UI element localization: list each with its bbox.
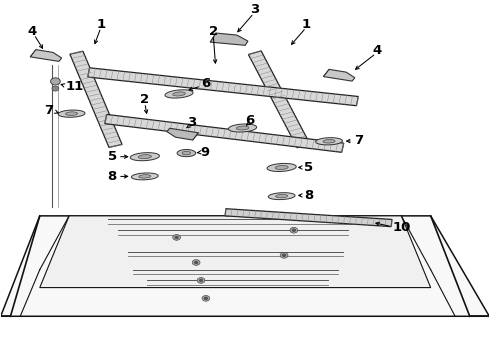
Polygon shape	[316, 138, 343, 145]
Circle shape	[290, 227, 298, 233]
Polygon shape	[0, 216, 490, 316]
Text: 9: 9	[200, 145, 210, 158]
Polygon shape	[210, 33, 248, 45]
Text: 4: 4	[28, 25, 37, 38]
Text: 3: 3	[187, 116, 196, 129]
Polygon shape	[105, 114, 344, 152]
Polygon shape	[30, 50, 62, 62]
Circle shape	[192, 260, 200, 265]
Polygon shape	[228, 124, 257, 132]
Text: 11: 11	[65, 80, 83, 93]
Polygon shape	[225, 209, 392, 226]
Text: 7: 7	[44, 104, 53, 117]
Polygon shape	[130, 153, 159, 161]
Circle shape	[283, 254, 286, 256]
Polygon shape	[267, 163, 296, 171]
Text: 8: 8	[304, 189, 313, 202]
Polygon shape	[323, 139, 335, 143]
Text: 5: 5	[304, 161, 313, 174]
Polygon shape	[323, 69, 355, 81]
Polygon shape	[182, 151, 191, 155]
Circle shape	[175, 236, 178, 238]
Polygon shape	[58, 110, 85, 117]
Text: 2: 2	[209, 25, 218, 38]
Polygon shape	[88, 68, 358, 106]
Polygon shape	[138, 155, 151, 159]
Circle shape	[280, 252, 288, 258]
Circle shape	[199, 279, 202, 282]
Text: 1: 1	[301, 18, 311, 31]
Text: 2: 2	[140, 93, 149, 106]
Polygon shape	[236, 126, 249, 130]
Text: 8: 8	[107, 170, 117, 183]
Circle shape	[202, 296, 210, 301]
Polygon shape	[167, 128, 198, 140]
Circle shape	[172, 234, 180, 240]
Circle shape	[204, 297, 207, 300]
Text: 5: 5	[107, 150, 117, 163]
Polygon shape	[172, 92, 185, 96]
Circle shape	[195, 261, 197, 264]
Polygon shape	[268, 193, 295, 199]
Circle shape	[293, 229, 295, 231]
Polygon shape	[275, 194, 288, 198]
Polygon shape	[40, 216, 431, 288]
Text: 6: 6	[201, 77, 211, 90]
Polygon shape	[248, 51, 310, 148]
Text: 7: 7	[354, 134, 363, 147]
Polygon shape	[66, 112, 77, 116]
Polygon shape	[275, 166, 288, 170]
Circle shape	[50, 78, 60, 85]
Text: 1: 1	[97, 18, 105, 31]
Polygon shape	[70, 51, 122, 147]
Polygon shape	[165, 90, 193, 98]
Text: 4: 4	[372, 44, 382, 57]
Text: 6: 6	[245, 114, 254, 127]
Circle shape	[52, 86, 59, 91]
Text: 3: 3	[250, 3, 259, 16]
Polygon shape	[177, 149, 196, 157]
Polygon shape	[131, 173, 158, 180]
Circle shape	[197, 278, 205, 283]
Text: 10: 10	[392, 221, 411, 234]
Polygon shape	[139, 175, 151, 178]
